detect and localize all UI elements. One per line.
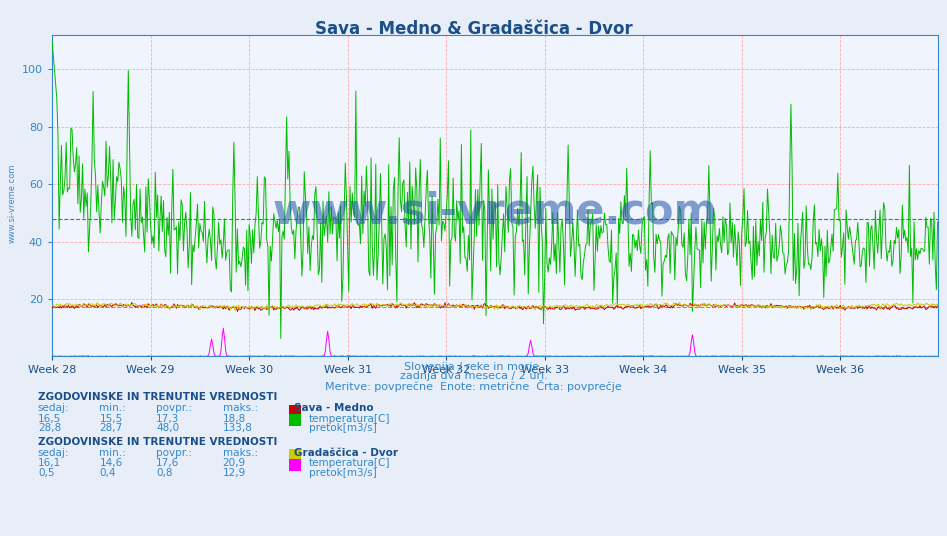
Text: 0,8: 0,8 — [156, 468, 172, 478]
Text: 48,0: 48,0 — [156, 423, 179, 434]
Text: 28,7: 28,7 — [99, 423, 123, 434]
Text: 133,8: 133,8 — [223, 423, 253, 434]
Text: Gradaščica - Dvor: Gradaščica - Dvor — [294, 448, 398, 458]
Text: 16,1: 16,1 — [38, 458, 62, 468]
Text: maks.:: maks.: — [223, 448, 258, 458]
Text: 12,9: 12,9 — [223, 468, 246, 478]
Text: povpr.:: povpr.: — [156, 403, 192, 413]
Text: pretok[m3/s]: pretok[m3/s] — [309, 468, 377, 478]
Text: 17,3: 17,3 — [156, 414, 180, 424]
Text: Meritve: povprečne  Enote: metrične  Črta: povprečje: Meritve: povprečne Enote: metrične Črta:… — [325, 380, 622, 392]
Text: 14,6: 14,6 — [99, 458, 123, 468]
Text: 16,5: 16,5 — [38, 414, 62, 424]
Text: Slovenija / reke in morje.: Slovenija / reke in morje. — [404, 362, 543, 372]
Text: temperatura[C]: temperatura[C] — [309, 414, 390, 424]
Text: 15,5: 15,5 — [99, 414, 123, 424]
Text: zadnja dva meseca / 2 uri.: zadnja dva meseca / 2 uri. — [400, 371, 547, 381]
Text: 18,8: 18,8 — [223, 414, 246, 424]
Text: maks.:: maks.: — [223, 403, 258, 413]
Text: ZGODOVINSKE IN TRENUTNE VREDNOSTI: ZGODOVINSKE IN TRENUTNE VREDNOSTI — [38, 437, 277, 447]
Text: 17,6: 17,6 — [156, 458, 180, 468]
Text: 0,5: 0,5 — [38, 468, 54, 478]
Text: sedaj:: sedaj: — [38, 448, 69, 458]
Text: temperatura[C]: temperatura[C] — [309, 458, 390, 468]
Text: Sava - Medno: Sava - Medno — [294, 403, 373, 413]
Text: min.:: min.: — [99, 448, 126, 458]
Text: 28,8: 28,8 — [38, 423, 62, 434]
Text: Sava - Medno & Gradaščica - Dvor: Sava - Medno & Gradaščica - Dvor — [314, 20, 633, 39]
Text: povpr.:: povpr.: — [156, 448, 192, 458]
Text: www.si-vreme.com: www.si-vreme.com — [8, 164, 17, 243]
Text: 20,9: 20,9 — [223, 458, 245, 468]
Text: ZGODOVINSKE IN TRENUTNE VREDNOSTI: ZGODOVINSKE IN TRENUTNE VREDNOSTI — [38, 392, 277, 403]
Text: www.si-vreme.com: www.si-vreme.com — [273, 191, 717, 233]
Text: 0,4: 0,4 — [99, 468, 116, 478]
Text: min.:: min.: — [99, 403, 126, 413]
Text: sedaj:: sedaj: — [38, 403, 69, 413]
Text: pretok[m3/s]: pretok[m3/s] — [309, 423, 377, 434]
